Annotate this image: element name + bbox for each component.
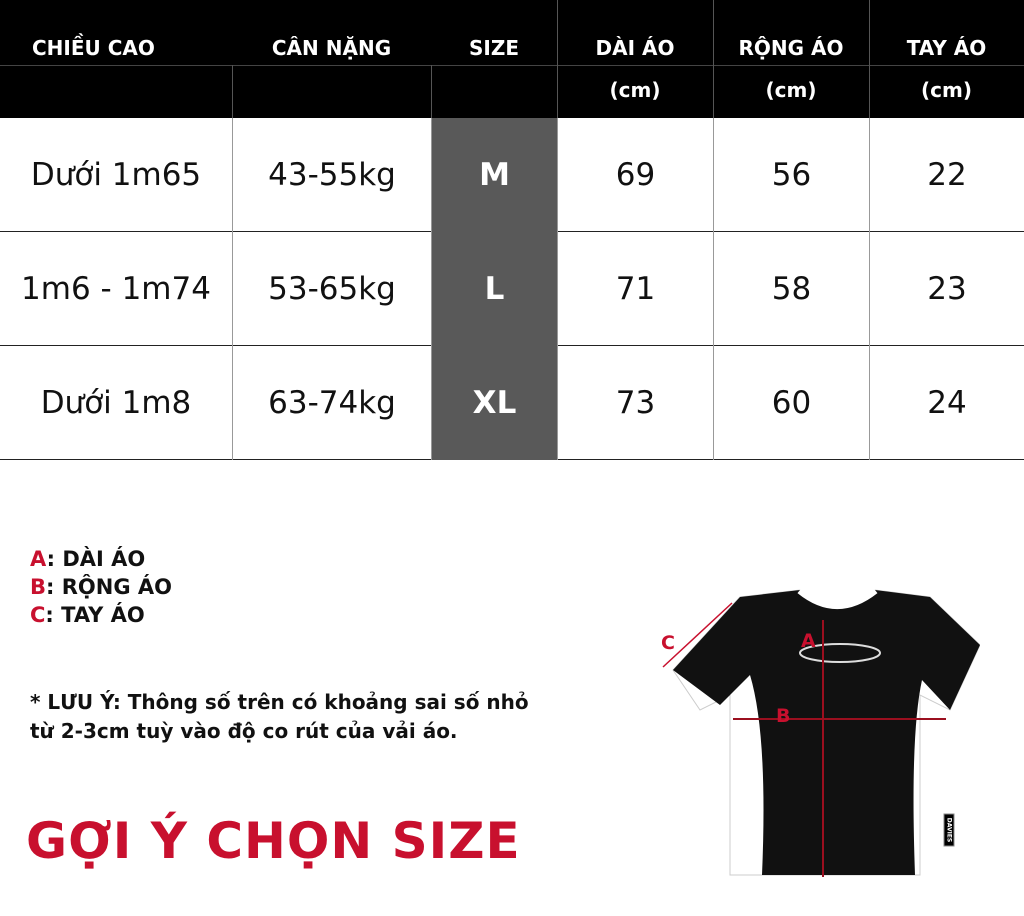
brand-tag-text: DAVIES xyxy=(946,818,953,843)
legend-key: C xyxy=(30,603,46,627)
legend-item-a: A: DÀI ÁO xyxy=(30,545,172,573)
note: * LƯU Ý: Thông số trên có khoảng sai số … xyxy=(30,688,590,746)
header-length-unit: (cm) xyxy=(609,78,661,102)
brand-tag xyxy=(943,813,955,847)
weight-cell: 63-74kg xyxy=(232,346,431,460)
divider xyxy=(713,0,714,118)
label-c: C xyxy=(661,632,675,654)
length-cell: 73 xyxy=(557,346,713,460)
header-sleeve-unit: (cm) xyxy=(921,78,972,102)
divider xyxy=(869,0,870,118)
header-divider xyxy=(0,65,1024,66)
logo-icon xyxy=(799,643,881,663)
tshirt-diagram: A B C DAVIES xyxy=(661,586,980,877)
note-line: từ 2-3cm tuỳ vào độ co rút của vải áo. xyxy=(30,719,458,743)
size-cell: L xyxy=(431,232,557,346)
size-cell: M xyxy=(431,118,557,232)
header-width: RỘNG ÁO xyxy=(738,36,844,60)
header-sleeve: TAY ÁO xyxy=(906,36,987,60)
length-cell: 69 xyxy=(557,118,713,232)
legend-text: : DÀI ÁO xyxy=(46,547,146,571)
height-cell: 1m6 - 1m74 xyxy=(21,271,211,307)
sleeve-cell: 23 xyxy=(869,232,1024,346)
divider xyxy=(557,0,558,118)
label-b: B xyxy=(776,705,790,727)
length-cell: 71 xyxy=(557,232,713,346)
height-cell: Dưới 1m8 xyxy=(40,385,192,421)
width-cell: 56 xyxy=(713,118,869,232)
header-weight: CÂN NẶNG xyxy=(271,36,392,60)
sleeve-measure-line xyxy=(662,602,733,668)
label-a: A xyxy=(801,630,816,652)
sleeve-cell: 24 xyxy=(869,346,1024,460)
divider xyxy=(431,65,432,118)
height-cell: Dưới 1m65 xyxy=(30,157,202,193)
divider xyxy=(232,65,233,118)
legend-key: B xyxy=(30,575,47,599)
table-row: 1m6 - 1m74 53-65kg L 71 58 23 xyxy=(0,232,1024,346)
width-cell: 58 xyxy=(713,232,869,346)
legend-item-b: B: RỘNG ÁO xyxy=(30,573,172,601)
header-length: DÀI ÁO xyxy=(595,36,675,60)
page-title: GỢI Ý CHỌN SIZE xyxy=(26,812,521,870)
table-row: Dưới 1m8 63-74kg XL 73 60 24 xyxy=(0,346,1024,460)
legend-text: : TAY ÁO xyxy=(45,603,145,627)
width-cell: 60 xyxy=(713,346,869,460)
note-line: * LƯU Ý: Thông số trên có khoảng sai số … xyxy=(30,690,529,714)
weight-cell: 53-65kg xyxy=(232,232,431,346)
legend-item-c: C: TAY ÁO xyxy=(30,601,172,629)
shirt-body xyxy=(673,590,980,875)
measurement-legend: A: DÀI ÁO B: RỘNG ÁO C: TAY ÁO xyxy=(30,545,172,629)
shirt-collar xyxy=(797,586,878,609)
legend-text: : RỘNG ÁO xyxy=(46,575,172,599)
legend-key: A xyxy=(30,547,47,571)
weight-cell: 43-55kg xyxy=(232,118,431,232)
sleeve-cell: 22 xyxy=(869,118,1024,232)
header-width-unit: (cm) xyxy=(765,78,817,102)
header-height: CHIỀU CAO xyxy=(32,36,155,60)
table-header: CHIỀU CAO CÂN NẶNG SIZE DÀI ÁO (cm) RỘNG… xyxy=(0,0,1024,118)
header-size: SIZE xyxy=(468,36,519,60)
table-row: Dưới 1m65 43-55kg M 69 56 22 xyxy=(0,118,1024,232)
size-cell: XL xyxy=(431,346,557,460)
